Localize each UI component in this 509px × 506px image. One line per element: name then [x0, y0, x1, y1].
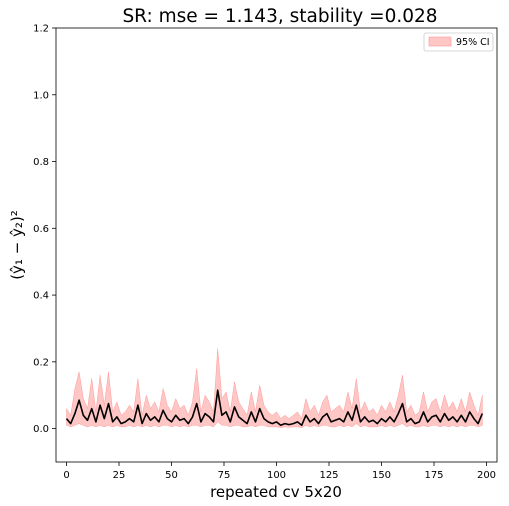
y-tick-label: 1.2 — [33, 24, 49, 35]
x-tick-label: 50 — [165, 470, 178, 481]
legend-label-ci: 95% CI — [456, 37, 490, 48]
x-tick-label: 25 — [113, 470, 126, 481]
y-axis-label: (ŷ₁ − ŷ₂)² — [8, 210, 26, 280]
chart-title: SR: mse = 1.143, stability =0.028 — [122, 6, 437, 27]
y-tick-label: 0.0 — [33, 424, 49, 435]
x-axis-label: repeated cv 5x20 — [210, 483, 342, 501]
y-tick-label: 0.4 — [33, 291, 49, 302]
x-tick-label: 75 — [218, 470, 231, 481]
x-tick-label: 150 — [372, 470, 391, 481]
y-ticks: 0.0 0.2 0.4 0.6 0.8 1.0 1.2 — [33, 24, 56, 435]
plot-area — [55, 27, 498, 463]
mean-line-layer — [65, 389, 484, 427]
x-tick-label: 100 — [267, 470, 286, 481]
x-ticks: 0 25 50 75 100 125 150 175 200 — [63, 462, 496, 481]
legend: 95% CI — [423, 32, 494, 52]
mean-line — [65, 389, 484, 427]
y-tick-label: 0.2 — [33, 357, 49, 368]
y-tick-label: 0.8 — [33, 157, 49, 168]
x-tick-label: 200 — [477, 470, 496, 481]
x-tick-label: 0 — [63, 470, 69, 481]
y-tick-label: 0.6 — [33, 224, 49, 235]
x-tick-label: 175 — [424, 470, 443, 481]
x-tick-label: 125 — [319, 470, 338, 481]
y-tick-label: 1.0 — [33, 90, 49, 101]
legend-swatch-ci — [428, 36, 452, 47]
